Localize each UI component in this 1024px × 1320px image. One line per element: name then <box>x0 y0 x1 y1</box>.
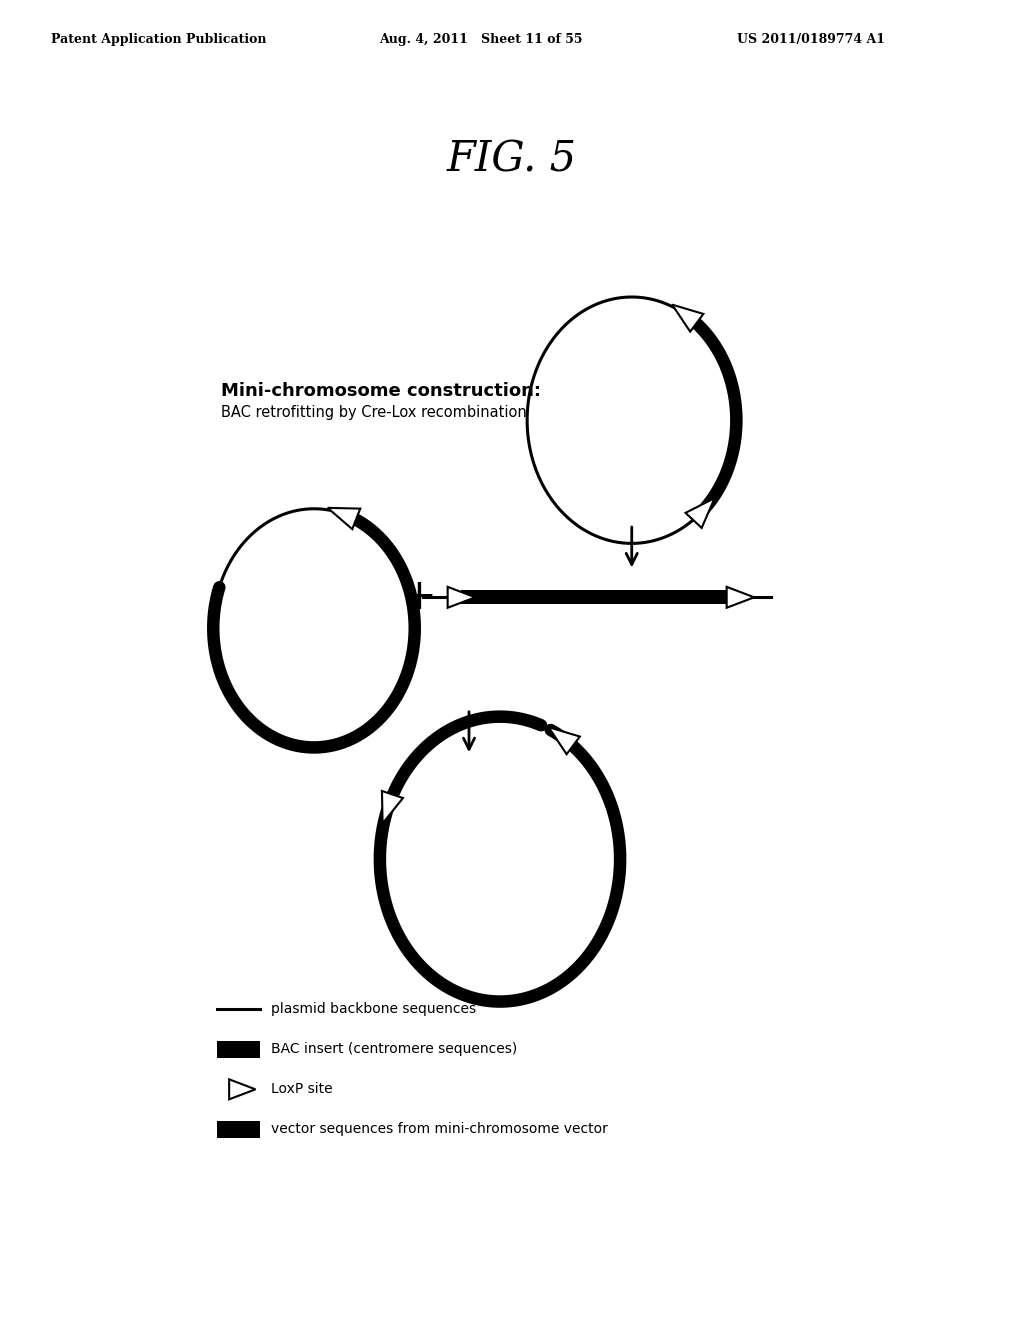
Polygon shape <box>328 508 360 529</box>
Text: vector sequences from mini-chromosome vector: vector sequences from mini-chromosome ve… <box>271 1122 608 1137</box>
Bar <box>217 1040 260 1057</box>
Text: US 2011/0189774 A1: US 2011/0189774 A1 <box>737 33 886 46</box>
Text: BAC insert (centromere sequences): BAC insert (centromere sequences) <box>271 1043 517 1056</box>
Polygon shape <box>447 587 475 607</box>
Polygon shape <box>229 1080 255 1100</box>
Polygon shape <box>549 727 580 754</box>
Text: BAC retrofitting by Cre-Lox recombination: BAC retrofitting by Cre-Lox recombinatio… <box>221 405 526 420</box>
Text: Aug. 4, 2011   Sheet 11 of 55: Aug. 4, 2011 Sheet 11 of 55 <box>379 33 583 46</box>
Polygon shape <box>672 305 703 331</box>
Polygon shape <box>382 791 403 824</box>
Text: FIG. 5: FIG. 5 <box>446 139 578 181</box>
Polygon shape <box>727 587 755 607</box>
Text: +: + <box>401 577 436 618</box>
Text: Patent Application Publication: Patent Application Publication <box>51 33 266 46</box>
Text: LoxP site: LoxP site <box>271 1082 333 1097</box>
Bar <box>461 590 732 605</box>
Bar <box>217 1121 260 1138</box>
Text: plasmid backbone sequences: plasmid backbone sequences <box>271 1002 476 1016</box>
Polygon shape <box>685 498 715 528</box>
Text: Mini-chromosome construction:: Mini-chromosome construction: <box>221 381 541 400</box>
